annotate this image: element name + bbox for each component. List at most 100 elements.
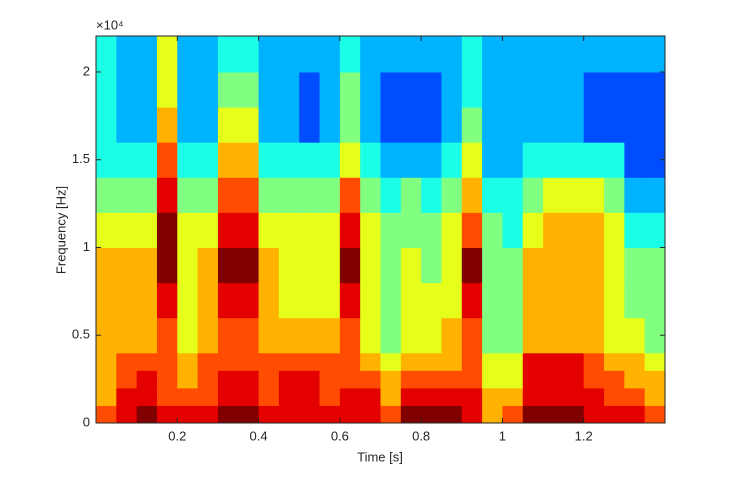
cell <box>522 405 544 424</box>
cell <box>217 317 239 354</box>
cell <box>136 352 158 371</box>
cell <box>258 142 280 178</box>
x-tick-label: 0.4 <box>250 428 268 443</box>
cell <box>360 317 381 354</box>
cell <box>441 405 463 424</box>
cell <box>339 387 361 406</box>
cell <box>116 282 138 319</box>
cell <box>624 71 646 108</box>
cell <box>238 247 260 284</box>
cell <box>380 370 402 389</box>
cell <box>380 71 402 108</box>
cell <box>278 107 300 143</box>
cell <box>319 282 341 319</box>
cell <box>197 282 219 319</box>
cell <box>177 142 199 178</box>
cell <box>278 370 300 389</box>
cell <box>543 405 564 424</box>
cell <box>197 177 219 213</box>
cell <box>177 387 199 406</box>
cell <box>502 282 524 319</box>
cell <box>339 71 361 108</box>
cell <box>522 282 544 319</box>
cell <box>543 142 564 178</box>
cell <box>644 317 666 354</box>
cell <box>360 36 381 73</box>
cell <box>482 247 503 284</box>
cell <box>96 71 117 108</box>
cell <box>583 212 605 248</box>
cell <box>482 212 503 248</box>
cell <box>278 405 300 424</box>
cell <box>583 247 605 284</box>
cell <box>319 212 341 248</box>
cell <box>156 212 178 248</box>
cell <box>502 405 524 424</box>
cell <box>116 212 138 248</box>
cell <box>461 387 483 406</box>
cell <box>116 247 138 284</box>
cell <box>136 107 158 143</box>
cell <box>502 71 524 108</box>
cell <box>339 352 361 371</box>
cell <box>238 71 260 108</box>
cell <box>421 177 442 213</box>
cell <box>421 107 442 143</box>
cell <box>360 352 381 371</box>
cell <box>421 247 442 284</box>
cell <box>136 36 158 73</box>
cell <box>482 352 503 371</box>
cell <box>197 212 219 248</box>
cell <box>299 352 321 371</box>
cell <box>360 405 381 424</box>
cell <box>177 36 199 73</box>
cell <box>400 177 422 213</box>
cell <box>461 282 483 319</box>
cell <box>421 387 442 406</box>
cell <box>136 142 158 178</box>
cell <box>543 247 564 284</box>
cell <box>258 405 280 424</box>
cell <box>380 142 402 178</box>
cell <box>522 352 544 371</box>
cell <box>217 352 239 371</box>
cell <box>177 317 199 354</box>
cell <box>583 177 605 213</box>
cell <box>461 36 483 73</box>
x-tick-label: 0.8 <box>412 428 430 443</box>
cell <box>299 212 321 248</box>
cell <box>197 71 219 108</box>
cell <box>644 247 666 284</box>
cell <box>278 36 300 73</box>
cell <box>563 405 585 424</box>
cell <box>400 247 422 284</box>
cell <box>461 352 483 371</box>
cell <box>380 282 402 319</box>
cell <box>421 317 442 354</box>
cell <box>96 405 117 424</box>
cell <box>217 405 239 424</box>
cell <box>360 282 381 319</box>
cell <box>522 177 544 213</box>
cell <box>136 387 158 406</box>
cell <box>543 71 564 108</box>
cell <box>258 71 280 108</box>
cell <box>319 405 341 424</box>
cell <box>360 370 381 389</box>
cell <box>217 212 239 248</box>
cell <box>522 71 544 108</box>
cell <box>502 177 524 213</box>
cell <box>238 387 260 406</box>
cell <box>421 142 442 178</box>
cell <box>522 142 544 178</box>
cell <box>360 142 381 178</box>
cell <box>217 370 239 389</box>
cell <box>583 36 605 73</box>
cell <box>339 282 361 319</box>
cell <box>543 36 564 73</box>
cell <box>563 317 585 354</box>
cell <box>400 212 422 248</box>
cell <box>604 107 625 143</box>
cell <box>299 370 321 389</box>
cell <box>217 71 239 108</box>
